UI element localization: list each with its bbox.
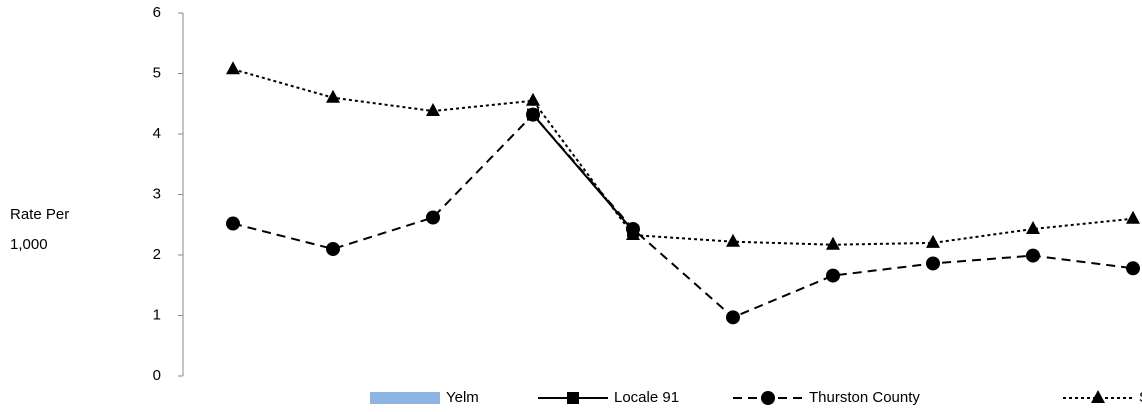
series-line <box>232 68 1134 246</box>
data-point <box>526 92 540 106</box>
data-point <box>326 89 340 103</box>
data-point <box>1026 220 1040 234</box>
y-tick-label: 5 <box>153 64 161 81</box>
data-point <box>226 216 240 231</box>
legend-label: Locale 91 <box>614 389 679 406</box>
data-point <box>526 107 540 122</box>
y-tick-label: 6 <box>153 4 161 21</box>
y-tick-label: 2 <box>153 246 161 263</box>
data-point <box>726 310 740 325</box>
y-tick-label: 1 <box>153 306 161 323</box>
data-point <box>926 234 940 248</box>
legend-marker <box>567 392 579 404</box>
data-point <box>1026 248 1040 263</box>
legend-marker <box>1091 390 1105 403</box>
data-point <box>1126 261 1140 276</box>
data-point <box>926 256 940 271</box>
y-axis-label: Rate Per 1,000 <box>10 206 70 253</box>
y-tick-label: 3 <box>153 185 161 202</box>
legend-swatch <box>370 392 440 404</box>
y-tick-label: 0 <box>153 367 161 384</box>
data-point <box>426 210 440 225</box>
data-point <box>826 268 840 283</box>
data-point <box>426 103 440 117</box>
data-point <box>1126 210 1140 224</box>
data-point <box>726 233 740 247</box>
legend-marker <box>761 391 775 405</box>
legend-label: Yelm <box>446 389 479 406</box>
data-point <box>326 241 340 256</box>
data-point <box>626 227 640 241</box>
y-tick-label: 4 <box>153 125 161 142</box>
data-point <box>826 236 840 250</box>
data-point <box>226 61 240 75</box>
legend-label: State <box>1139 389 1142 406</box>
legend-label: Thurston County <box>809 389 920 406</box>
series-line <box>232 113 1134 319</box>
